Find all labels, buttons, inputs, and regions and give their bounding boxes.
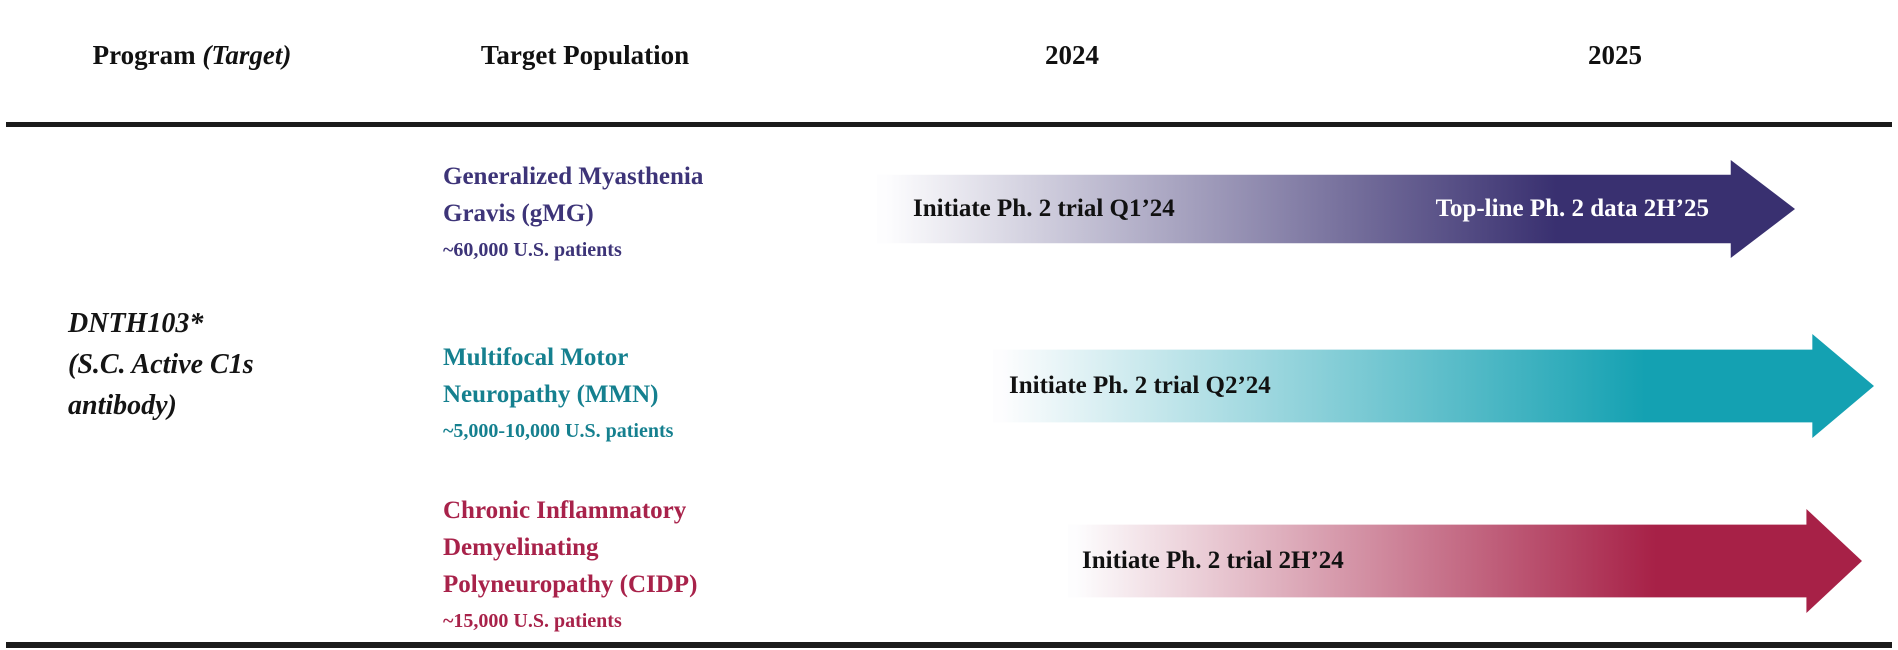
column-header-2024: 2024 (1045, 40, 1099, 70)
column-header-target-population: Target Population (480, 40, 690, 70)
program-name: DNTH103* (68, 308, 204, 339)
timeline-arrow-cidp: Initiate Ph. 2 trial 2H’24 (1068, 509, 1862, 613)
indication-cidp: Chronic Inflammatory Demyelinating Polyn… (443, 492, 697, 636)
indication-cidp-patients: ~15,000 U.S. patients (443, 610, 622, 632)
program-target-line1: (S.C. Active C1s (68, 349, 254, 380)
program-header-target-label: (Target) (202, 40, 292, 70)
indication-mmn-name-line2: Neuropathy (MMN) (443, 381, 659, 408)
indication-cidp-name-line1: Chronic Inflammatory (443, 497, 687, 524)
program-label: DNTH103* (S.C. Active C1s antibody) (68, 303, 254, 426)
column-header-program: Program (Target) (42, 40, 342, 71)
indication-gmg-name-line2: Gravis (gMG) (443, 200, 594, 227)
column-header-2025: 2025 (1588, 40, 1642, 70)
milestone-gmg-initiate: Initiate Ph. 2 trial Q1’24 (913, 195, 1175, 222)
milestone-cidp-initiate: Initiate Ph. 2 trial 2H’24 (1082, 547, 1344, 574)
milestone-mmn-initiate: Initiate Ph. 2 trial Q2’24 (1009, 372, 1271, 399)
indication-cidp-name-line3: Polyneuropathy (CIDP) (443, 571, 698, 598)
indication-cidp-name-line2: Demyelinating (443, 534, 599, 561)
footer-divider-line (6, 642, 1892, 648)
header-divider-line (6, 122, 1892, 127)
program-header-label: Program (92, 40, 196, 70)
indication-gmg-patients: ~60,000 U.S. patients (443, 239, 622, 261)
timeline-arrow-mmn: Initiate Ph. 2 trial Q2’24 (993, 334, 1874, 438)
indication-mmn-patients: ~5,000-10,000 U.S. patients (443, 420, 674, 442)
indication-gmg-name-line1: Generalized Myasthenia (443, 163, 704, 190)
indication-gmg: Generalized Myasthenia Gravis (gMG) ~60,… (443, 158, 703, 265)
indication-mmn-name-line1: Multifocal Motor (443, 344, 629, 371)
indication-mmn: Multifocal Motor Neuropathy (MMN) ~5,000… (443, 339, 673, 446)
timeline-arrow-gmg: Initiate Ph. 2 trial Q1’24 Top-line Ph. … (877, 160, 1795, 258)
program-target-line2: antibody) (68, 390, 177, 421)
milestone-gmg-topline-data: Top-line Ph. 2 data 2H’25 (1435, 195, 1709, 222)
